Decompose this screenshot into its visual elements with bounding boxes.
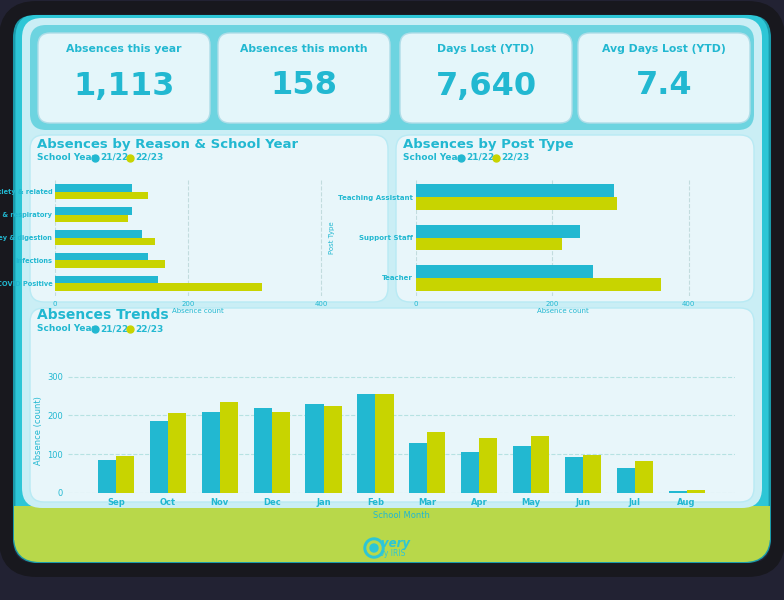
- Bar: [55, 253, 148, 260]
- FancyBboxPatch shape: [400, 33, 572, 123]
- Text: 22/23: 22/23: [135, 324, 163, 333]
- Bar: [98, 460, 116, 493]
- Bar: [55, 283, 262, 290]
- Text: Absences this year: Absences this year: [67, 44, 182, 54]
- Text: Absences Trends: Absences Trends: [37, 308, 169, 322]
- X-axis label: Absence count: Absence count: [536, 308, 588, 314]
- FancyBboxPatch shape: [218, 33, 390, 123]
- FancyBboxPatch shape: [578, 33, 750, 123]
- Bar: [220, 402, 238, 493]
- Bar: [479, 438, 497, 493]
- Bar: [306, 404, 324, 493]
- Bar: [513, 446, 531, 493]
- Text: 22/23: 22/23: [501, 153, 529, 162]
- Bar: [669, 491, 687, 493]
- Text: Absences by Post Type: Absences by Post Type: [403, 138, 574, 151]
- Bar: [416, 197, 617, 210]
- X-axis label: Absence count: Absence count: [172, 308, 224, 314]
- Bar: [324, 406, 342, 493]
- Bar: [55, 215, 129, 222]
- Bar: [358, 394, 376, 493]
- Bar: [14, 506, 770, 540]
- Bar: [416, 265, 593, 278]
- FancyBboxPatch shape: [30, 308, 754, 502]
- Bar: [635, 461, 653, 493]
- Text: 21/22: 21/22: [100, 153, 129, 162]
- Text: Days Lost (YTD): Days Lost (YTD): [437, 44, 535, 54]
- Bar: [55, 276, 158, 283]
- Text: 7.4: 7.4: [636, 70, 692, 101]
- Text: Absences this month: Absences this month: [240, 44, 368, 54]
- Text: every: every: [373, 536, 411, 550]
- Bar: [55, 260, 165, 268]
- Bar: [461, 452, 479, 493]
- Bar: [409, 443, 427, 493]
- FancyBboxPatch shape: [22, 18, 762, 508]
- Text: School Year: School Year: [403, 153, 462, 162]
- Bar: [150, 421, 168, 493]
- Bar: [617, 468, 635, 493]
- Text: Absences by Reason & School Year: Absences by Reason & School Year: [37, 138, 298, 151]
- X-axis label: School Month: School Month: [373, 511, 430, 520]
- FancyBboxPatch shape: [14, 506, 770, 562]
- Text: 7,640: 7,640: [435, 70, 536, 101]
- FancyBboxPatch shape: [14, 12, 770, 562]
- Bar: [272, 412, 290, 493]
- Text: by IRIS: by IRIS: [379, 550, 405, 559]
- Bar: [116, 456, 134, 493]
- Text: School Year: School Year: [37, 324, 96, 333]
- Text: 21/22: 21/22: [100, 324, 129, 333]
- Text: Avg Days Lost (YTD): Avg Days Lost (YTD): [602, 44, 726, 54]
- Bar: [687, 490, 705, 493]
- Bar: [564, 457, 583, 493]
- Text: 1,113: 1,113: [74, 70, 175, 101]
- Bar: [201, 412, 220, 493]
- Bar: [416, 238, 562, 250]
- Text: 21/22: 21/22: [466, 153, 494, 162]
- Bar: [376, 394, 394, 493]
- Bar: [168, 413, 186, 493]
- Bar: [416, 224, 579, 238]
- Circle shape: [364, 538, 384, 558]
- FancyBboxPatch shape: [30, 25, 754, 130]
- Bar: [416, 278, 662, 290]
- FancyBboxPatch shape: [396, 135, 754, 302]
- Circle shape: [367, 541, 381, 555]
- Bar: [55, 192, 148, 199]
- Text: School Year: School Year: [37, 153, 96, 162]
- Bar: [55, 208, 132, 215]
- Bar: [55, 230, 142, 238]
- Bar: [427, 431, 445, 493]
- Bar: [416, 184, 614, 197]
- Bar: [55, 184, 132, 192]
- FancyBboxPatch shape: [38, 33, 210, 123]
- Bar: [531, 436, 550, 493]
- Text: 22/23: 22/23: [135, 153, 163, 162]
- Text: 158: 158: [270, 70, 337, 101]
- Bar: [253, 407, 272, 493]
- Bar: [55, 238, 155, 245]
- FancyBboxPatch shape: [30, 135, 388, 302]
- Circle shape: [370, 544, 378, 552]
- Bar: [583, 455, 601, 493]
- Y-axis label: Post Type: Post Type: [329, 221, 335, 254]
- Y-axis label: Absence (count): Absence (count): [34, 397, 43, 466]
